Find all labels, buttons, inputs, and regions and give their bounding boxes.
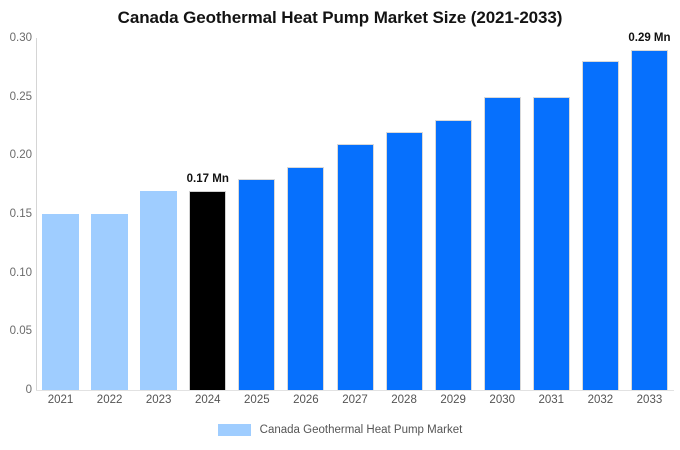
x-axis-tick-label: 2026 <box>293 394 319 406</box>
y-axis-line <box>36 38 37 391</box>
bar-2033[interactable] <box>630 49 668 390</box>
bar-2029[interactable] <box>434 120 472 390</box>
legend-item[interactable]: Canada Geothermal Heat Pump Market <box>217 424 463 436</box>
x-axis-tick-label: 2030 <box>489 394 516 406</box>
chart-title: Canada Geothermal Heat Pump Market Size … <box>117 8 563 27</box>
data-label-2024: 0.17 Mn <box>186 172 229 185</box>
bar-2022[interactable] <box>91 214 129 390</box>
data-label-2033: 0.29 Mn <box>628 31 671 44</box>
legend-swatch-icon <box>217 424 251 436</box>
y-axis-tick-label: 0.25 <box>9 90 32 103</box>
x-axis-tick-label: 2031 <box>538 394 565 406</box>
bar-2028[interactable] <box>385 131 423 390</box>
bar-2027[interactable] <box>336 143 374 390</box>
x-axis-tick-label: 2024 <box>194 394 221 406</box>
bar-2021[interactable] <box>42 214 80 390</box>
bar-2026[interactable] <box>287 167 325 390</box>
x-axis-tick-label: 2021 <box>47 394 74 406</box>
bar-2023[interactable] <box>140 190 178 390</box>
x-axis-tick-label: 2028 <box>391 394 417 406</box>
legend-item-label: Canada Geothermal Heat Pump Market <box>259 424 463 436</box>
y-axis-tick-label: 0 <box>25 384 32 396</box>
x-axis-tick-label: 2027 <box>342 394 368 406</box>
x-axis-line <box>36 390 674 391</box>
bar-2025[interactable] <box>238 178 276 390</box>
y-axis-tick-label: 0.20 <box>9 149 32 162</box>
bar-2030[interactable] <box>483 96 521 390</box>
x-axis-tick-label: 2033 <box>636 394 663 406</box>
y-axis-tick-label: 0.05 <box>9 325 32 338</box>
y-axis-tick-label: 0.10 <box>9 266 32 279</box>
bars-layer <box>36 38 674 390</box>
y-axis-tick-label: 0.15 <box>9 208 32 220</box>
x-axis-tick-label: 2022 <box>96 394 123 406</box>
x-axis-tick-label: 2029 <box>440 394 466 406</box>
x-axis-tick-label: 2025 <box>244 394 270 406</box>
bar-2032[interactable] <box>581 61 619 390</box>
bar-2024[interactable] <box>189 190 227 390</box>
x-axis-tick-label: 2023 <box>145 394 172 406</box>
x-axis-tick-label: 2032 <box>587 394 614 406</box>
x-axis-tick-labels: 2021 2022 2023 2024 2025 2026 2027 2028 2029 2030… <box>36 394 674 416</box>
chart-legend: Canada Geothermal Heat Pump Market <box>0 424 680 436</box>
y-axis-tick-labels: 0 0.05 0.10 0.15 0.20 0.25 0.30 <box>0 0 32 450</box>
y-axis-tick-label: 0.30 <box>9 32 32 44</box>
bar-2031[interactable] <box>532 96 570 390</box>
